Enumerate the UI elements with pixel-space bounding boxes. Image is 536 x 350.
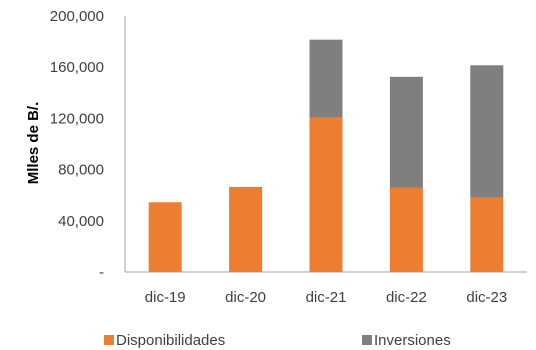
bar-inversiones-dic-22 (389, 76, 423, 188)
y-tick-label: 80,000 (58, 162, 104, 179)
y-tick-label: 120,000 (50, 110, 104, 127)
bar-disponibilidades-dic-22 (389, 187, 423, 272)
y-tick-label: 160,000 (50, 59, 104, 76)
x-tick-label: dic-22 (386, 289, 427, 306)
y-axis-label: Mlles de B/. (25, 102, 42, 185)
x-tick-label: dic-23 (466, 289, 507, 306)
bar-disponibilidades-dic-20 (229, 186, 263, 272)
bar-disponibilidades-dic-19 (148, 202, 182, 272)
legend-swatch-inversiones (362, 335, 372, 345)
y-tick-label: 200,000 (50, 8, 104, 25)
x-tick-label: dic-20 (225, 289, 266, 306)
bar-disponibilidades-dic-21 (309, 117, 343, 272)
bar-inversiones-dic-21 (309, 39, 343, 118)
bar-inversiones-dic-23 (470, 65, 504, 198)
legend-swatch-disponibilidades (104, 335, 114, 345)
x-tick-label: dic-21 (306, 289, 347, 306)
x-tick-label: dic-19 (145, 289, 186, 306)
legend-label-inversiones: Inversiones (374, 332, 451, 349)
legend-label-disponibilidades: Disponibilidades (116, 332, 225, 349)
bar-disponibilidades-dic-23 (470, 197, 504, 272)
y-tick-label: - (99, 264, 104, 281)
y-tick-label: 40,000 (58, 213, 104, 230)
